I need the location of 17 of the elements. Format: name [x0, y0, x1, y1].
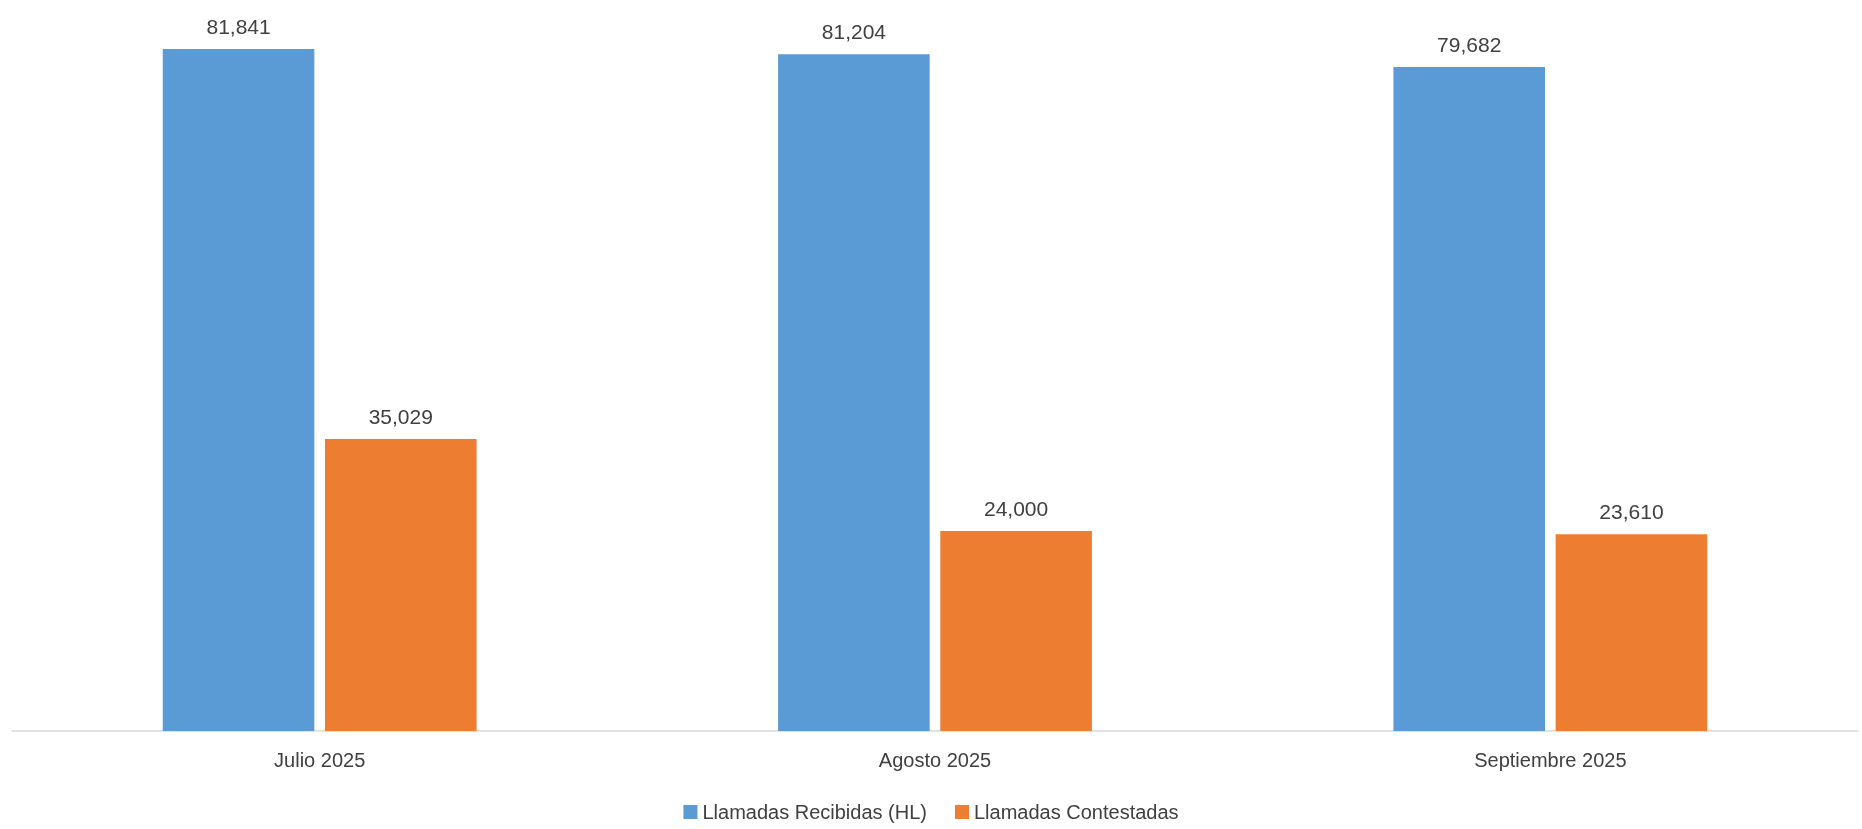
data-label: 81,204: [821, 20, 887, 44]
bar: [1555, 534, 1708, 731]
legend-label: Llamadas Recibidas (HL): [702, 801, 927, 823]
data-label: 81,841: [206, 15, 271, 38]
legend-label: Llamadas Contestadas: [973, 801, 1179, 823]
bar: [162, 49, 315, 731]
bar: [1393, 66, 1546, 731]
bar: [940, 531, 1092, 731]
bar: [778, 54, 930, 731]
bar: [324, 439, 477, 731]
data-label: 23,610: [1599, 500, 1664, 524]
x-tick-label: Agosto 2025: [878, 749, 992, 771]
data-label: 79,682: [1437, 32, 1502, 56]
x-tick-label: Septiembre 2025: [1474, 749, 1627, 771]
data-label: 35,029: [368, 405, 433, 429]
data-label: 24,000: [983, 497, 1049, 520]
x-tick-label: Julio 2025: [274, 749, 366, 771]
